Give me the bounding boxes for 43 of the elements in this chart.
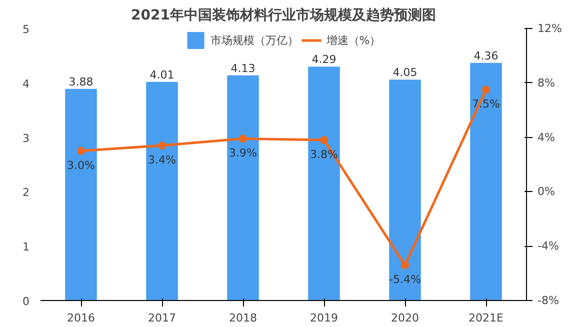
legend-label: 增速（%） [326, 32, 381, 48]
data-label: -5.4% [389, 273, 421, 286]
legend-label: 市场规模（万亿） [210, 32, 298, 48]
data-label: 4.01 [150, 68, 174, 82]
data-label: 3.0% [67, 158, 95, 172]
chart-title: 2021年中国装饰材料行业市场规模及趋势预测图 [131, 6, 436, 24]
y-tick-label: 5 [22, 23, 30, 36]
y-tick-label: 1 [22, 240, 30, 254]
y-tick-label: 2 [22, 186, 30, 200]
point [401, 261, 409, 270]
x-tick-label: 2017 [148, 312, 176, 324]
point [239, 134, 247, 143]
bar [308, 66, 340, 300]
bar [146, 82, 178, 300]
point [158, 141, 166, 150]
y2-tick-label: -4% [538, 240, 559, 253]
x-tick-label: 2019 [310, 312, 338, 324]
x-tick-label: 2016 [67, 312, 96, 324]
x-tick-label: 2018 [229, 312, 258, 324]
y2-tick-label: 0% [538, 185, 555, 198]
data-label: 4.36 [474, 49, 498, 62]
data-label: 3.4% [148, 153, 176, 166]
bar [389, 80, 421, 300]
data-label: 4.13 [230, 62, 256, 75]
x-tick-label: 2021E [468, 312, 504, 324]
y2-tick-label: 12% [538, 22, 562, 35]
data-label: 3.9% [229, 146, 257, 160]
y-tick-label: 4 [22, 77, 30, 90]
data-label: 4.05 [392, 66, 418, 80]
bar [65, 88, 97, 300]
x-tick-label: 2020 [391, 312, 420, 324]
data-label: 4.29 [312, 53, 336, 66]
bar [227, 75, 259, 300]
y2-tick-label: -8% [538, 294, 559, 307]
y2-tick-label: 8% [538, 76, 555, 90]
point [482, 86, 490, 94]
y-tick-label: 0 [22, 295, 30, 308]
point [77, 146, 85, 155]
data-label: 3.88 [68, 75, 94, 88]
y-tick-label: 3 [22, 132, 30, 145]
bar [470, 62, 502, 300]
point [320, 136, 328, 144]
y2-tick-label: 4% [538, 130, 555, 144]
